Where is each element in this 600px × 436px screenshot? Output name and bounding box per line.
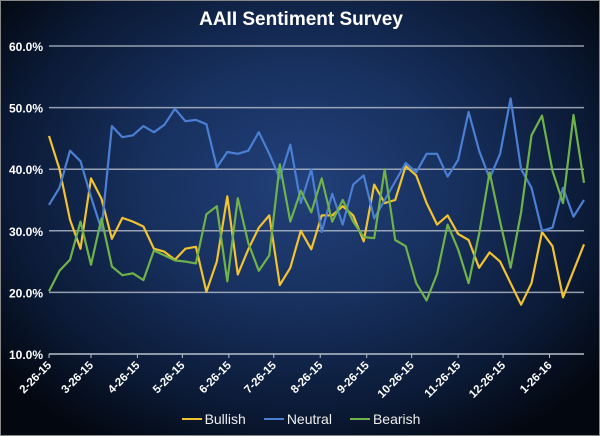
legend-swatch bbox=[263, 418, 284, 420]
y-tick-label: 40.0% bbox=[9, 163, 43, 177]
y-tick-label: 50.0% bbox=[9, 102, 43, 116]
series-line-bearish bbox=[48, 113, 586, 302]
x-tick-label: 5-26-15 bbox=[151, 359, 188, 396]
chart-title: AAII Sentiment Survey bbox=[199, 9, 403, 30]
y-tick-label: 60.0% bbox=[9, 40, 43, 54]
x-tick-label: 9-26-15 bbox=[335, 359, 372, 396]
y-tick-label: 30.0% bbox=[9, 225, 43, 239]
series-line-bullish bbox=[47, 135, 586, 306]
y-tick-label: 20.0% bbox=[9, 286, 43, 300]
x-tick-label: 2-26-15 bbox=[18, 359, 55, 396]
legend-swatch bbox=[181, 418, 202, 420]
x-tick-label: 8-26-15 bbox=[289, 359, 326, 396]
x-tick-label: 4-26-15 bbox=[106, 359, 143, 396]
legend-item-bullish: Bullish bbox=[181, 411, 246, 427]
legend-label: Bullish bbox=[204, 411, 246, 427]
series-line-neutral bbox=[48, 97, 585, 234]
x-tick-label: 12-26-15 bbox=[467, 359, 508, 400]
legend-item-bearish: Bearish bbox=[349, 411, 421, 427]
x-tick-label: 6-26-15 bbox=[197, 359, 234, 396]
x-tick-label: 10-26-15 bbox=[376, 359, 417, 400]
x-tick-label: 3-26-15 bbox=[60, 359, 97, 396]
y-tick-label: 10.0% bbox=[9, 348, 43, 362]
legend-label: Neutral bbox=[286, 411, 332, 427]
legend: Bullish Neutral Bearish bbox=[1, 411, 599, 427]
legend-item-neutral: Neutral bbox=[263, 411, 332, 427]
legend-swatch bbox=[349, 418, 370, 420]
legend-label: Bearish bbox=[372, 411, 421, 427]
x-tick-label: 1-26-16 bbox=[518, 360, 555, 397]
x-tick-label: 11-26-15 bbox=[423, 359, 464, 400]
x-tick-label: 7-26-15 bbox=[242, 359, 279, 396]
